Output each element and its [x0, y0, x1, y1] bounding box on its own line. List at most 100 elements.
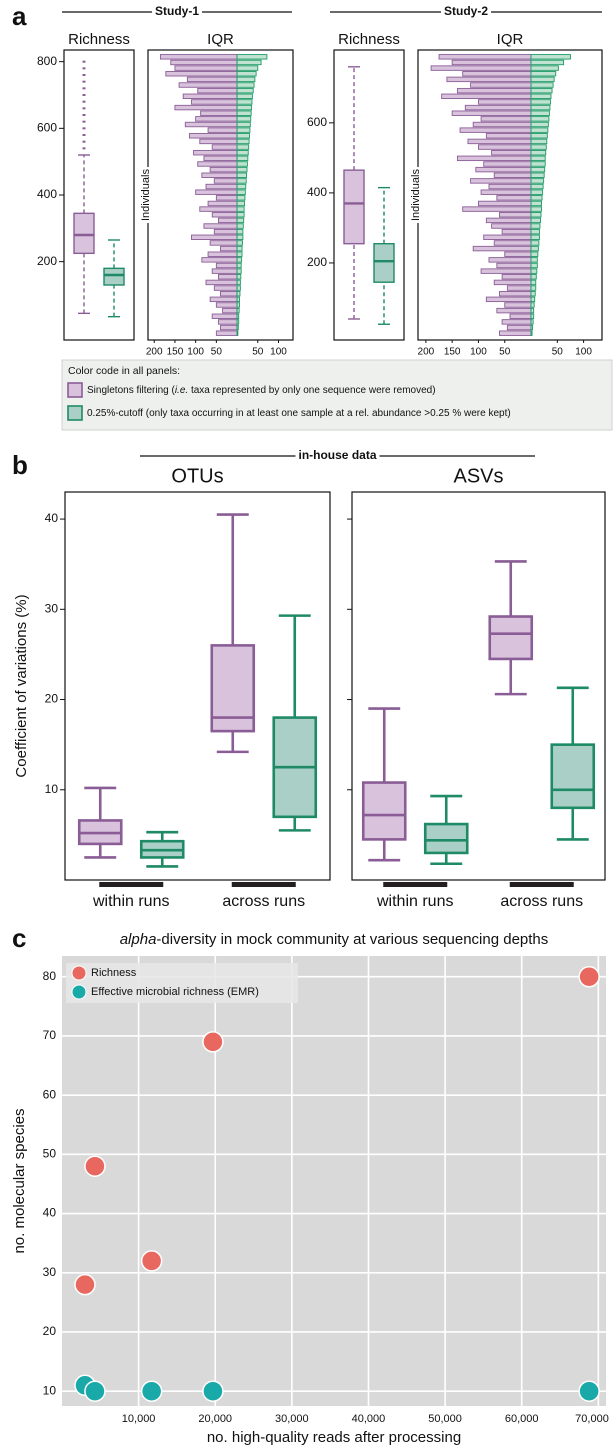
bar [451, 110, 532, 116]
x-tick-label: 100 [470, 347, 487, 358]
bar [236, 223, 244, 229]
x-tick-label: 50,000 [428, 1413, 462, 1425]
bar [499, 330, 532, 336]
bar [236, 172, 248, 178]
box [550, 743, 596, 810]
bar [236, 228, 244, 235]
bar [530, 166, 546, 173]
bar [236, 307, 240, 314]
bar [195, 189, 238, 195]
legend-text-part: 0.25%-cutoff (only taxa occurring in at … [87, 408, 511, 419]
plot-title: IQR [497, 31, 524, 48]
bar [205, 279, 238, 286]
bar [485, 296, 532, 303]
bar [165, 71, 238, 77]
bar [530, 257, 538, 263]
bar [480, 268, 532, 274]
bar [530, 206, 542, 212]
x-tick-label: 10,000 [122, 1413, 156, 1425]
bar [236, 296, 241, 303]
bar [236, 324, 239, 331]
bar [478, 99, 532, 105]
legend-text: 0.25%-cutoff (only taxa occurring in at … [87, 408, 511, 419]
y-tick-label: 800 [37, 54, 57, 68]
bar [236, 290, 241, 297]
x-tick-label: 40,000 [352, 1413, 386, 1425]
bar [530, 59, 565, 66]
bar [488, 183, 532, 190]
bar [456, 155, 532, 162]
category-bar [383, 882, 448, 887]
bar [451, 59, 532, 66]
bar [485, 217, 532, 224]
plot-frame [333, 49, 405, 341]
bar [211, 313, 238, 319]
y-tick-label: 50 [43, 1147, 57, 1161]
legend-box [61, 359, 613, 431]
bar [530, 138, 548, 145]
bar [236, 212, 245, 218]
bar [236, 71, 257, 77]
x-tick-label: 50 [252, 347, 264, 358]
plot-frame [147, 49, 294, 341]
bar [211, 144, 238, 150]
bar [464, 104, 532, 111]
y-tick-label: 10 [43, 1383, 57, 1397]
bar [478, 144, 532, 150]
bar [470, 178, 532, 184]
bar [530, 127, 549, 133]
x-tick-label: 100 [575, 347, 592, 358]
bar [472, 121, 532, 128]
legend-box [66, 963, 298, 1003]
bar [203, 155, 238, 162]
bar [236, 65, 259, 71]
bar [430, 65, 532, 71]
legend-label: Richness [91, 967, 137, 979]
bar [186, 76, 238, 83]
bar [472, 245, 532, 252]
bar [199, 206, 238, 212]
bar [504, 251, 532, 257]
bar [236, 189, 246, 195]
bar [459, 127, 532, 133]
bar [236, 302, 241, 308]
bar [236, 274, 242, 280]
y-axis-label: Individuals [410, 169, 422, 221]
bar [236, 138, 250, 145]
bar [462, 206, 532, 212]
bar [530, 217, 541, 224]
bar [530, 279, 537, 286]
bar [197, 87, 238, 94]
legend-text-part: taxa represented by only one sequence we… [188, 385, 435, 396]
bar [530, 76, 555, 83]
y-axis-label: Coefficient of variations (%) [13, 594, 30, 777]
bar [530, 189, 544, 195]
x-tick-label: 50 [211, 347, 223, 358]
bar [501, 319, 532, 325]
bar [493, 172, 532, 178]
label-background [410, 167, 422, 223]
bar [207, 200, 238, 207]
box [73, 212, 95, 255]
bar [530, 178, 545, 184]
y-axis-label: no. molecular species [11, 1108, 28, 1253]
bar [530, 71, 557, 77]
bar [530, 330, 533, 336]
bar [236, 245, 243, 252]
bar [193, 149, 238, 156]
point [84, 1155, 106, 1177]
bar [530, 319, 534, 325]
panel-label: b [12, 450, 28, 480]
bar [222, 307, 238, 314]
bar [236, 183, 247, 190]
bar [530, 195, 543, 201]
bar [446, 76, 532, 83]
bar [236, 127, 251, 133]
bar [438, 54, 532, 60]
y-tick-label: 80 [43, 969, 57, 983]
bar [236, 161, 248, 167]
bar [236, 178, 247, 184]
bar [530, 307, 535, 314]
bar [217, 319, 238, 325]
bar [220, 290, 238, 297]
